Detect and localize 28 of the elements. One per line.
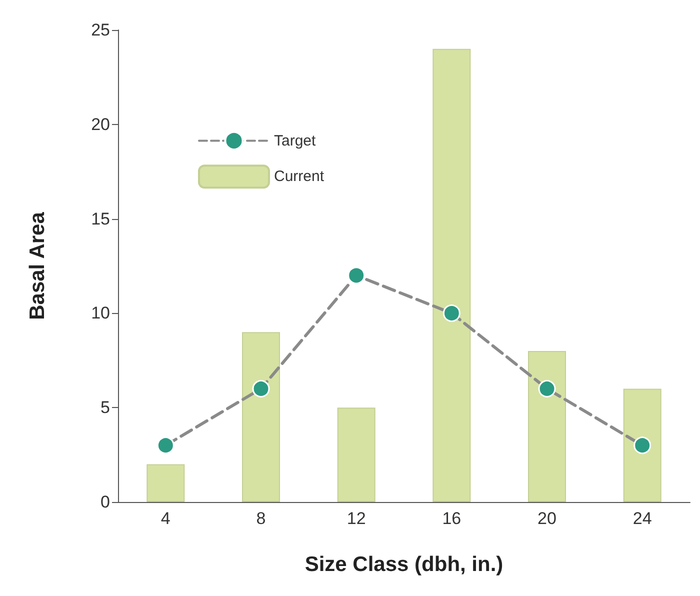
point [442, 304, 460, 322]
bar [623, 388, 662, 502]
point [634, 436, 652, 454]
bar [337, 408, 376, 502]
x-axis-title: Size Class (dbh, in.) [304, 553, 504, 576]
x-tick-label: 8 [256, 509, 266, 528]
bar [146, 464, 185, 502]
x-tick-label: 24 [632, 509, 652, 528]
x-tick-label: 20 [538, 509, 556, 528]
x-tick-label: 12 [346, 509, 366, 528]
point [538, 380, 556, 398]
bar [242, 332, 280, 502]
x-tick-label: 16 [442, 509, 462, 528]
y-tick-label: 15 [91, 209, 110, 228]
point [348, 266, 366, 284]
legend-label: Current [274, 168, 325, 186]
point [156, 436, 174, 454]
y-tick-label: 20 [91, 114, 110, 134]
y-tick-label: 0 [100, 492, 110, 512]
y-tick-label: 5 [100, 398, 110, 418]
bar [528, 350, 566, 502]
y-axis-title: Basal Area [26, 212, 49, 320]
y-tick-label: 25 [91, 20, 110, 40]
y-tick-label: 10 [91, 304, 110, 323]
point [252, 380, 270, 398]
legend-label: Target [274, 132, 317, 150]
bar [432, 48, 471, 502]
x-tick-label: 4 [160, 509, 170, 528]
